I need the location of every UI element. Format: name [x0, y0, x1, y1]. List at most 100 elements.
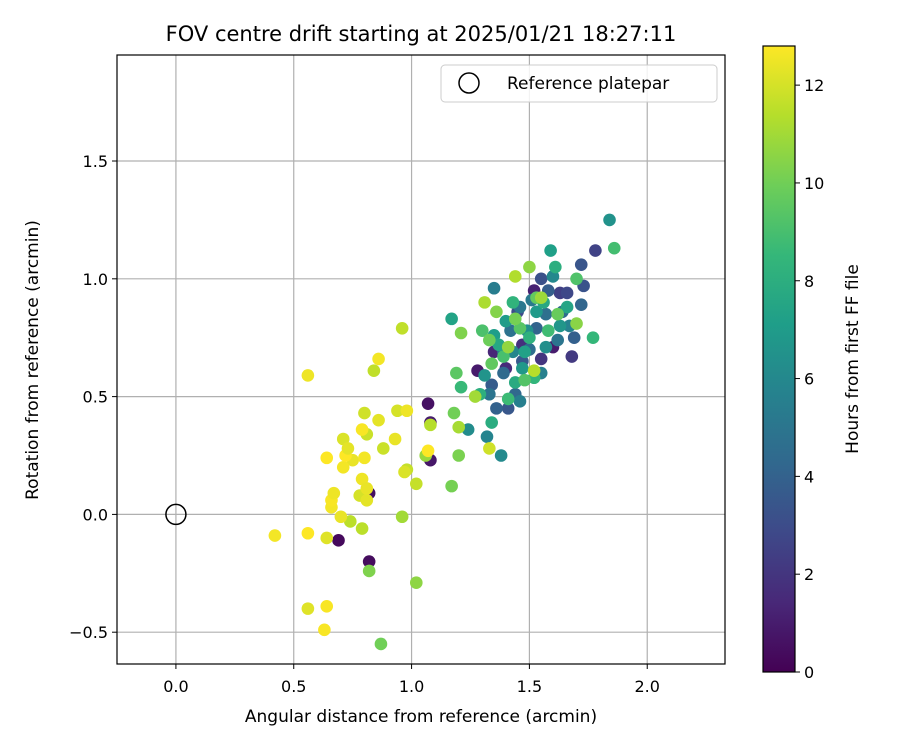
scatter-point	[355, 472, 369, 486]
scatter-point	[523, 331, 536, 345]
scatter-point	[336, 460, 350, 474]
scatter-point	[504, 324, 517, 337]
scatter-point	[398, 465, 411, 479]
scatter-point	[570, 317, 583, 330]
y-tick-label: −0.5	[69, 623, 108, 642]
scatter-point	[546, 270, 560, 283]
scatter-point	[362, 555, 376, 568]
scatter-point	[551, 333, 564, 347]
scatter-point	[395, 321, 409, 335]
scatter-point	[574, 298, 588, 312]
scatter-point	[506, 296, 520, 309]
scatter-point	[421, 444, 435, 458]
scatter-point	[586, 331, 600, 345]
legend: Reference platepar	[440, 64, 718, 103]
scatter-point	[468, 390, 482, 403]
scatter-point	[516, 362, 529, 375]
scatter-point	[527, 364, 541, 377]
reference-marker	[165, 503, 187, 526]
scatter-point	[487, 281, 501, 295]
scatter-point	[367, 364, 381, 377]
scatter-point	[534, 272, 548, 286]
scatter-point	[497, 366, 510, 380]
scatter-point	[409, 477, 423, 491]
scatter-point	[501, 402, 515, 415]
y-tick-label: 0.0	[83, 505, 108, 524]
scatter-point	[589, 244, 602, 257]
scatter-point	[490, 402, 503, 415]
scatter-point	[567, 331, 581, 345]
colorbar-ticks: 0 2 4 6 8 10 12	[795, 76, 824, 682]
legend-box	[440, 64, 718, 103]
scatter-point	[376, 442, 390, 455]
scatter-point	[478, 369, 491, 382]
scatter-point	[483, 387, 496, 401]
scatter-point	[530, 305, 543, 319]
scatter-point	[534, 352, 548, 366]
scatter-point	[327, 486, 341, 500]
scatter-point	[301, 369, 315, 382]
data-points	[268, 213, 621, 651]
scatter-point	[480, 430, 494, 443]
scatter-point	[607, 241, 621, 255]
colorbar-label: Hours from first FF file	[843, 264, 863, 454]
scatter-point	[508, 376, 522, 389]
scatter-point	[320, 531, 334, 545]
x-tick-label: 0.5	[281, 677, 306, 696]
scatter-point	[447, 406, 461, 420]
scatter-point	[483, 333, 496, 347]
scatter-point	[492, 338, 506, 352]
scatter-point	[490, 305, 503, 319]
colorbar-tick-label: 0	[804, 663, 814, 682]
scatter-point	[395, 510, 409, 524]
scatter-point	[485, 416, 498, 429]
scatter-point	[424, 418, 437, 432]
legend-label: Reference platepar	[507, 74, 669, 94]
scatter-point	[501, 340, 515, 354]
y-axis-ticks: −0.5 0.0 0.5 1.0 1.5	[69, 152, 117, 642]
scatter-point	[409, 576, 423, 590]
scatter-point	[494, 449, 508, 462]
y-axis-label: Rotation from reference (arcmin)	[23, 220, 43, 500]
y-tick-label: 0.5	[83, 388, 108, 407]
x-tick-label: 0.0	[163, 677, 188, 696]
colorbar-tick-label: 8	[804, 272, 814, 291]
scatter-point	[320, 451, 334, 465]
scatter-point	[332, 534, 345, 547]
scatter-point	[360, 493, 374, 507]
scatter-point	[565, 350, 579, 363]
scatter-point	[530, 321, 543, 335]
y-tick-label: 1.5	[83, 152, 108, 171]
scatter-point	[485, 378, 498, 392]
colorbar-gradient	[763, 46, 795, 672]
scatter-point	[518, 345, 531, 359]
scatter-point	[534, 291, 548, 304]
scatter-point	[544, 244, 557, 257]
scatter-point	[570, 272, 583, 286]
scatter-point	[499, 314, 513, 328]
scatter-point	[478, 296, 491, 309]
scatter-point	[461, 423, 475, 436]
colorbar-tick-label: 12	[804, 76, 824, 95]
scatter-point	[318, 623, 331, 637]
colorbar-tick-label: 4	[804, 467, 814, 486]
scatter-point	[603, 213, 616, 227]
scatter-point	[355, 522, 369, 535]
scatter-point	[452, 420, 466, 434]
plot-frame	[116, 54, 726, 665]
scatter-point	[508, 312, 522, 326]
x-axis-label: Angular distance from reference (arcmin)	[245, 707, 597, 727]
scatter-point	[421, 397, 435, 410]
scatter-point	[560, 286, 574, 300]
scatter-point	[336, 432, 350, 446]
scatter-point	[497, 350, 510, 363]
legend-marker-icon	[458, 72, 480, 94]
scatter-point	[372, 352, 385, 366]
scatter-point	[483, 442, 496, 455]
scatter-point	[301, 526, 315, 540]
colorbar-tick-label: 6	[804, 370, 814, 389]
scatter-point	[518, 373, 531, 387]
scatter-point	[485, 357, 498, 370]
scatter-point	[513, 395, 527, 408]
scatter-point	[560, 300, 574, 314]
